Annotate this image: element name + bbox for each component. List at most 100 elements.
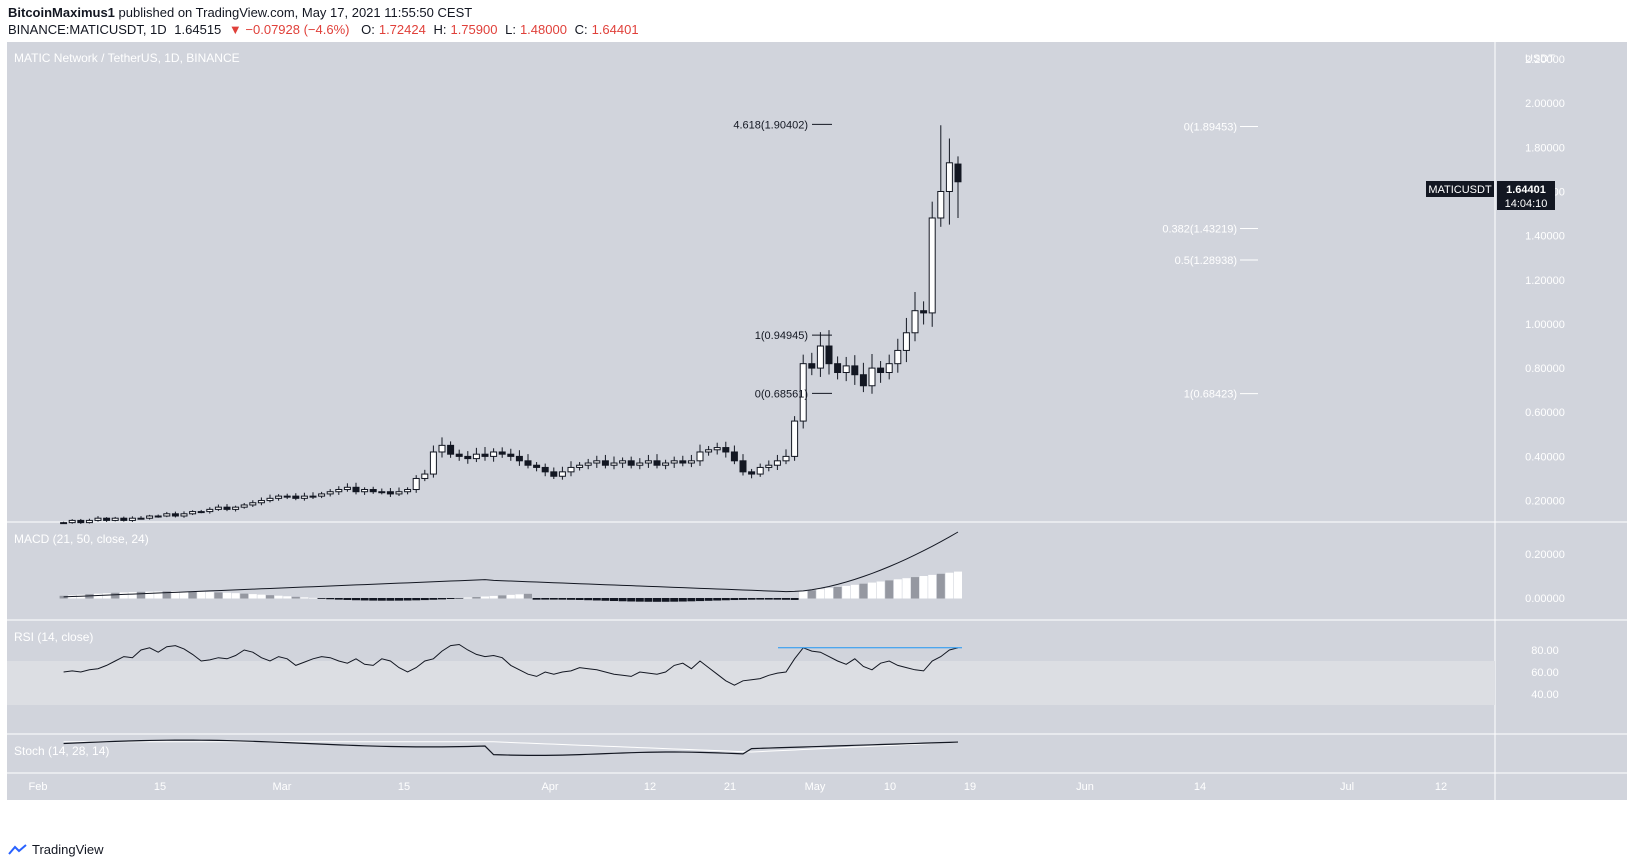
macd-histogram-bar bbox=[532, 598, 541, 600]
candle-body bbox=[421, 473, 429, 479]
macd-histogram-bar bbox=[721, 598, 730, 601]
candle-body bbox=[756, 466, 764, 475]
symbol-tag-bg bbox=[1426, 181, 1494, 197]
candle-body bbox=[730, 451, 738, 462]
candle-body bbox=[240, 504, 248, 508]
candle-body bbox=[601, 460, 609, 466]
stoch-k-line bbox=[63, 739, 959, 757]
candle-body bbox=[636, 462, 644, 466]
rsi-band bbox=[7, 661, 1495, 705]
macd-histogram-bar bbox=[257, 594, 266, 599]
candle-body bbox=[851, 365, 859, 376]
macd-histogram-bar bbox=[799, 591, 808, 599]
macd-histogram-bar bbox=[197, 591, 206, 599]
tradingview-footer[interactable]: TradingView bbox=[8, 842, 104, 857]
macd-histogram-bar bbox=[816, 589, 825, 599]
candle-body bbox=[472, 453, 480, 460]
publish-text: published on TradingView.com, May 17, 20… bbox=[118, 5, 473, 20]
macd-histogram-bar bbox=[567, 598, 575, 600]
candle-body bbox=[550, 471, 558, 477]
time-tick-label: 15 bbox=[154, 781, 166, 793]
author-name[interactable]: BitcoinMaximus1 bbox=[8, 5, 115, 20]
macd-histogram-bar bbox=[274, 595, 283, 599]
time-tick-label: Jul bbox=[1340, 781, 1354, 793]
candle-body bbox=[816, 345, 824, 369]
macd-histogram-bar bbox=[859, 583, 868, 599]
candle-body bbox=[773, 460, 781, 466]
macd-histogram-bar bbox=[360, 598, 369, 601]
candle-body bbox=[567, 466, 575, 473]
candle-body bbox=[859, 374, 867, 387]
time-tick-label: 19 bbox=[964, 781, 976, 793]
candle-body bbox=[610, 462, 618, 466]
candle-body bbox=[902, 332, 910, 351]
time-tick-label: Apr bbox=[541, 781, 558, 793]
candle-body bbox=[111, 517, 119, 521]
macd-histogram-bar bbox=[102, 593, 111, 599]
macd-histogram-bar bbox=[584, 598, 593, 601]
macd-histogram-bar bbox=[747, 598, 756, 600]
time-tick-label: Feb bbox=[29, 781, 48, 793]
candle-body bbox=[146, 515, 154, 519]
macd-histogram-bar bbox=[309, 597, 317, 599]
rsi-line bbox=[63, 643, 959, 686]
candle-body bbox=[584, 462, 592, 466]
time-tick-label: 21 bbox=[724, 781, 736, 793]
candle-body bbox=[214, 506, 222, 510]
macd-histogram-bar bbox=[954, 571, 962, 599]
high-value: 1.75900 bbox=[450, 22, 498, 37]
macd-histogram-bar bbox=[868, 582, 876, 599]
candle-body bbox=[318, 493, 326, 497]
rsi-tick-label: 40.00 bbox=[1531, 689, 1559, 701]
candle-body bbox=[653, 460, 661, 466]
candle-body bbox=[713, 447, 721, 451]
macd-histogram-bar bbox=[730, 598, 739, 601]
low-label: L: bbox=[505, 22, 516, 37]
fib-right-label: 0.5(1.28938) bbox=[1175, 255, 1237, 267]
countdown-tag: 14:04:10 bbox=[1505, 198, 1548, 210]
macd-histogram-bar bbox=[618, 598, 627, 602]
macd-histogram-bar bbox=[334, 598, 343, 600]
macd-histogram-bar bbox=[825, 588, 833, 599]
macd-histogram-bar bbox=[240, 593, 249, 599]
candle-body bbox=[722, 447, 730, 453]
candle-body bbox=[120, 517, 128, 521]
macd-pane-title: MACD (21, 50, close, 24) bbox=[14, 532, 149, 546]
macd-histogram-bar bbox=[558, 598, 567, 600]
stoch-pane-title: Stoch (14, 28, 14) bbox=[14, 744, 109, 758]
main-pane-title: MATIC Network / TetherUS, 1D, BINANCE bbox=[14, 51, 240, 65]
macd-histogram-bar bbox=[764, 598, 773, 600]
price-tick-label: 2.20000 bbox=[1525, 54, 1565, 66]
symbol-label: BINANCE:MATICUSDT, 1D bbox=[8, 22, 167, 37]
stoch-signal-line bbox=[63, 741, 959, 753]
macd-histogram-bar bbox=[377, 598, 386, 601]
close-value: 1.64401 bbox=[591, 22, 639, 37]
macd-histogram-bar bbox=[696, 598, 704, 602]
macd-histogram-bar bbox=[678, 598, 687, 602]
candle-body bbox=[386, 491, 394, 495]
macd-histogram-bar bbox=[713, 598, 722, 601]
macd-histogram-bar bbox=[936, 573, 945, 599]
macd-histogram-bar bbox=[885, 580, 894, 599]
candle-body bbox=[326, 491, 334, 495]
candle-body bbox=[361, 489, 369, 493]
candle-body bbox=[662, 462, 670, 466]
fib-left-label: 0(0.68561) bbox=[755, 388, 808, 400]
macd-histogram-bar bbox=[154, 591, 163, 599]
candle-body bbox=[696, 451, 704, 462]
chart-area[interactable]: MATIC Network / TetherUS, 1D, BINANCE MA… bbox=[0, 42, 1627, 800]
candle-body bbox=[283, 495, 291, 498]
candle-body bbox=[137, 517, 145, 520]
rsi-tick-label: 80.00 bbox=[1531, 645, 1559, 657]
price-tag: MATICUSDT 1.64401 14:04:10 bbox=[1426, 181, 1555, 210]
macd-histogram-bar bbox=[911, 577, 919, 599]
candle-body bbox=[937, 190, 945, 219]
macd-histogram-bar bbox=[902, 578, 911, 599]
candle-body bbox=[558, 471, 566, 477]
macd-histogram-bar bbox=[893, 579, 902, 599]
macd-histogram-bar bbox=[481, 596, 489, 599]
time-axis[interactable]: Feb 15 Mar 15 Apr 12 21 May 10 19 Jun 14 Jul 12 bbox=[29, 781, 1448, 793]
macd-histogram-bar bbox=[928, 574, 937, 599]
candle-body bbox=[524, 460, 532, 466]
candle-body bbox=[954, 163, 962, 183]
